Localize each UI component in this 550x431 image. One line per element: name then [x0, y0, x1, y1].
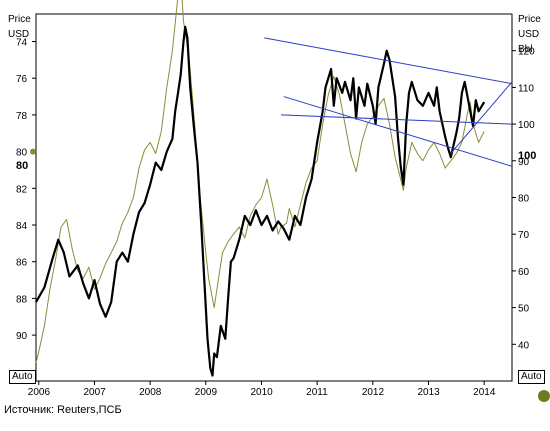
left-tick-label: 74	[16, 38, 28, 49]
right-axis-title-1: Price	[518, 14, 541, 25]
right-tick-label: 50	[518, 304, 530, 315]
right-tick-label: 100	[518, 120, 535, 131]
left-tick-label: 84	[16, 221, 28, 232]
left-axis-title-1: Price	[8, 14, 31, 25]
x-tick-label: 2007	[83, 387, 106, 398]
left-tick-label: 86	[16, 258, 28, 269]
right-current-value-label: 100	[518, 150, 536, 162]
left-tick-label: 90	[16, 331, 28, 342]
right-tick-label: 70	[518, 230, 530, 241]
x-tick-label: 2008	[139, 387, 162, 398]
trend-line	[280, 114, 513, 125]
series-line-left-axis	[35, 25, 486, 377]
trend-line	[283, 96, 513, 167]
left-current-value-label: 80	[16, 160, 28, 172]
x-tick-label: 2006	[28, 387, 51, 398]
x-tick-label: 2014	[473, 387, 496, 398]
left-tick-label: 76	[16, 74, 28, 85]
x-tick-label: 2011	[306, 387, 328, 398]
left-tick-label: 78	[16, 111, 28, 122]
plot-frame	[35, 13, 513, 382]
left-tick-label: 80	[16, 148, 28, 159]
left-tick-label: 82	[16, 184, 28, 195]
left-tick-label: 88	[16, 294, 28, 305]
series-layer	[35, 0, 486, 377]
trend-line	[450, 81, 513, 154]
current-value-markers	[30, 148, 550, 402]
x-tick-label: 2010	[250, 387, 273, 398]
right-tick-label: 40	[518, 340, 530, 351]
series-line-right-axis	[35, 0, 485, 363]
x-tick-label: 2013	[417, 387, 440, 398]
right-tick-label: 110	[518, 83, 534, 94]
right-tick-label: 120	[518, 47, 535, 58]
right-axis-title-2: USD	[518, 29, 539, 40]
left-current-value-marker	[30, 148, 36, 155]
right-tick-label: 90	[518, 157, 530, 168]
right-axis-title-3: Bbl	[518, 44, 532, 55]
trend-lines	[264, 37, 513, 167]
right-current-value-marker	[538, 390, 550, 402]
x-axis-ticks: 2006 2007 2008 2009 2010 2011 2012 2013 2014	[28, 381, 496, 398]
x-tick-label: 2012	[362, 387, 385, 398]
source-caption: Источник: Reuters,ПСБ	[4, 404, 122, 416]
right-auto-scale-button[interactable]: Auto	[518, 370, 545, 384]
right-tick-label: 80	[518, 194, 530, 205]
left-axis-ticks: 74 76 78 80 82 84 86 88 90	[16, 38, 36, 342]
left-auto-scale-button[interactable]: Auto	[9, 370, 36, 384]
left-axis-title-2: USD	[8, 29, 29, 40]
right-tick-label: 60	[518, 267, 530, 278]
trend-line	[264, 37, 513, 85]
x-tick-label: 2009	[195, 387, 218, 398]
